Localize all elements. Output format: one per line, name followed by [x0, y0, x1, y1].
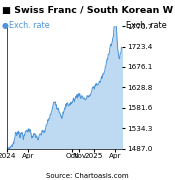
Text: Source: Chartoasis.com: Source: Chartoasis.com: [46, 173, 129, 179]
Text: ●Exch. rate: ●Exch. rate: [2, 21, 49, 30]
Text: Exch. rate: Exch. rate: [126, 21, 167, 30]
Text: ■ Swiss Franc / South Korean W: ■ Swiss Franc / South Korean W: [2, 6, 173, 15]
